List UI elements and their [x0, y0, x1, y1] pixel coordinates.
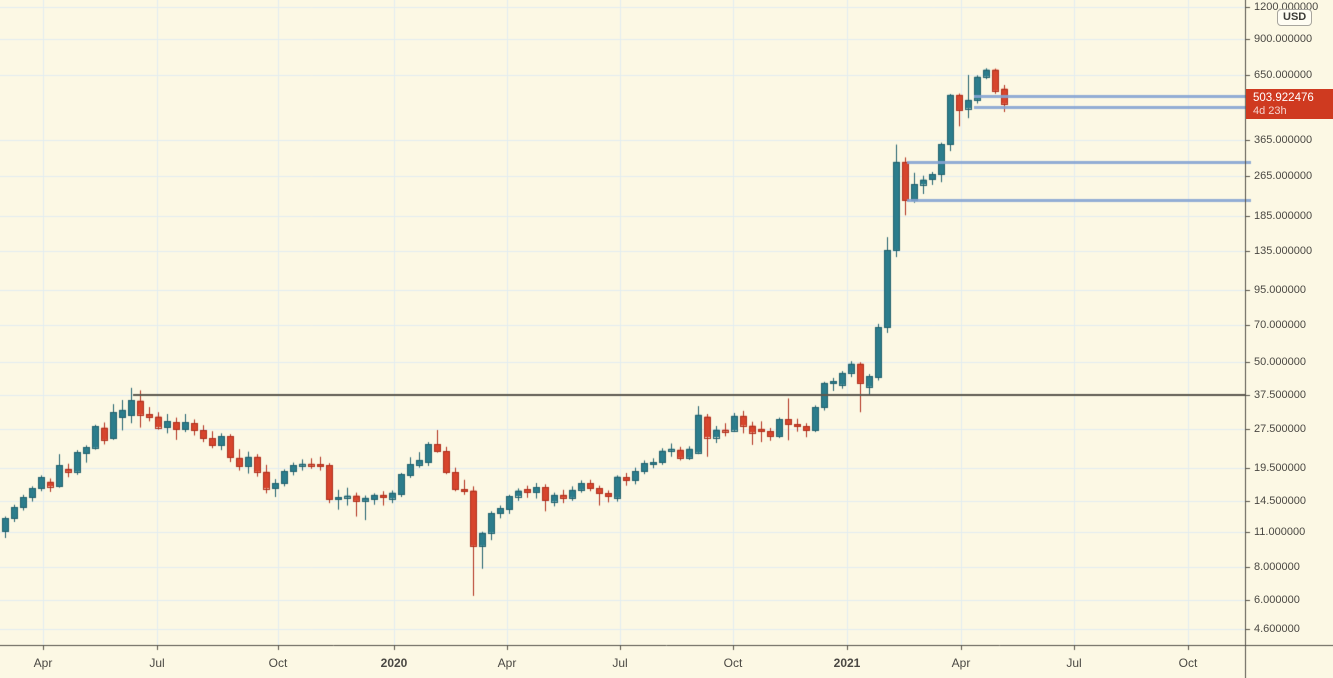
price-tick-label: 185.000000: [1254, 209, 1313, 222]
price-tick-label: 650.000000: [1254, 69, 1313, 82]
currency-badge[interactable]: USD: [1277, 9, 1313, 26]
price-tick-label: 265.000000: [1254, 169, 1313, 182]
price-tick-label: 365.000000: [1254, 133, 1313, 146]
price-tick-label: 14.500000: [1254, 494, 1306, 507]
price-tick-label: 6.000000: [1254, 593, 1300, 606]
price-tick-label: 4.600000: [1254, 623, 1300, 636]
last-price-label: 503.922476 4d 23h: [1246, 88, 1333, 119]
time-tick-label: Jul: [149, 656, 165, 670]
time-tick-label: Oct: [723, 656, 743, 670]
price-tick-label: 70.000000: [1254, 318, 1306, 331]
price-tick-label: 11.000000: [1254, 525, 1306, 538]
price-tick-label: 50.000000: [1254, 356, 1306, 369]
price-tick-label: 135.000000: [1254, 245, 1313, 258]
time-tick-label: Jul: [612, 656, 628, 670]
bar-countdown: 4d 23h: [1253, 104, 1287, 117]
time-tick-label: 2021: [833, 656, 861, 670]
price-tick-label: 37.500000: [1254, 388, 1306, 401]
price-tick-label: 8.000000: [1254, 561, 1300, 574]
time-tick-label: Oct: [1178, 656, 1198, 670]
price-tick-label: 95.000000: [1254, 284, 1306, 297]
price-tick-label: 27.500000: [1254, 423, 1306, 436]
time-tick-label: Jul: [1066, 656, 1082, 670]
time-tick-label: Apr: [33, 656, 53, 670]
time-tick-label: Apr: [497, 656, 517, 670]
price-tick-label: 900.000000: [1254, 32, 1313, 45]
time-tick-label: Apr: [951, 656, 971, 670]
last-price-value: 503.922476: [1253, 91, 1314, 104]
time-tick-label: 2020: [380, 656, 408, 670]
time-tick-label: Oct: [268, 656, 288, 670]
price-tick-label: 19.500000: [1254, 461, 1306, 474]
